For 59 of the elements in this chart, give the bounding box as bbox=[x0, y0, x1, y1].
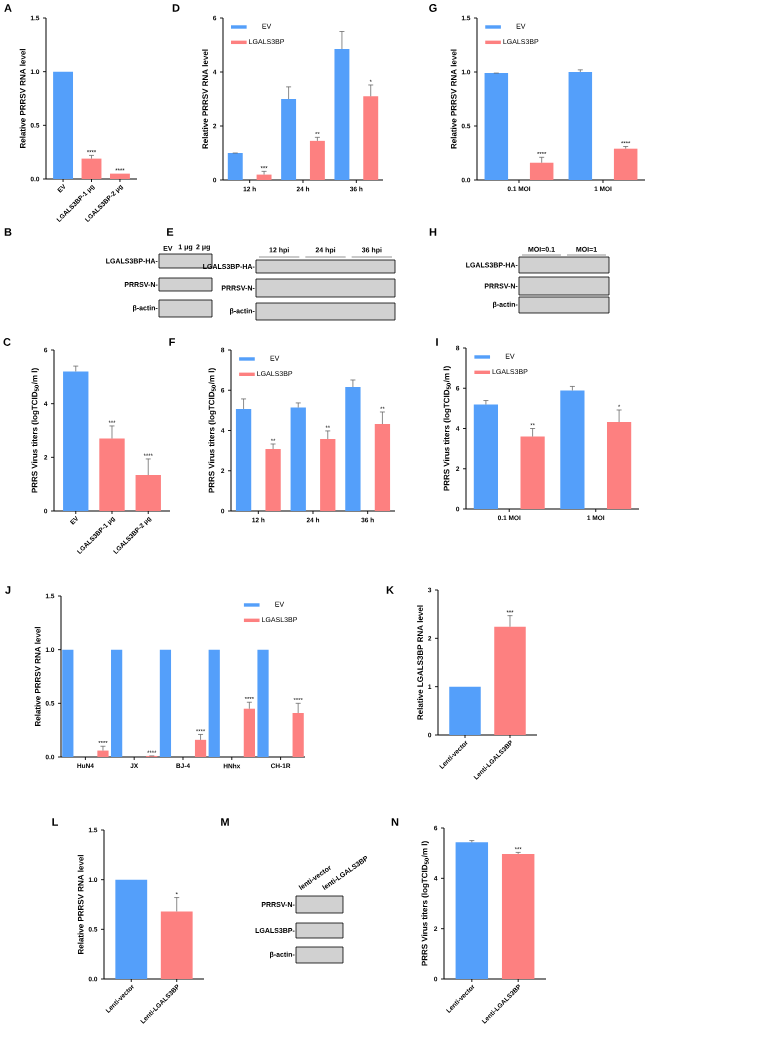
bar bbox=[606, 422, 632, 510]
bar bbox=[363, 96, 379, 180]
bar bbox=[374, 424, 391, 512]
bar bbox=[99, 438, 125, 512]
bar bbox=[135, 475, 161, 512]
bar bbox=[292, 713, 304, 757]
bar bbox=[520, 436, 545, 510]
bar bbox=[159, 649, 172, 757]
bar bbox=[320, 438, 336, 512]
text: H bbox=[429, 228, 437, 236]
bar bbox=[345, 387, 361, 512]
bar bbox=[208, 649, 220, 757]
bar bbox=[529, 162, 554, 180]
text: E bbox=[167, 228, 174, 236]
bar bbox=[334, 49, 350, 180]
chart-title: C bbox=[3, 338, 11, 346]
bar bbox=[63, 371, 89, 512]
bar bbox=[109, 173, 130, 179]
y-axis-title: Relative PRRSV RNA level bbox=[450, 49, 457, 149]
y-axis-title: Relative PRRSV RNA level bbox=[77, 855, 84, 954]
bar bbox=[257, 649, 269, 757]
y-axis-title: PRRS Virus titers (logTCID$_{50}$/m l) bbox=[31, 368, 39, 493]
bar bbox=[309, 140, 325, 180]
bar bbox=[473, 404, 499, 510]
y-axis-title: Relative PRRSV RNA level bbox=[34, 627, 41, 726]
y-axis-title: PRRS Virus titers (logTCID$_{50}$/m l) bbox=[421, 841, 429, 966]
y-axis-title: Relative LGALS3BP RNA level bbox=[417, 605, 423, 720]
bar bbox=[613, 148, 638, 180]
chart-title: I bbox=[436, 338, 438, 346]
bar bbox=[62, 649, 74, 757]
text: M bbox=[221, 818, 229, 826]
bar bbox=[194, 739, 207, 757]
bar bbox=[243, 708, 255, 757]
chart-title: G bbox=[429, 4, 437, 12]
bar bbox=[53, 71, 74, 179]
bar bbox=[81, 158, 102, 179]
bar bbox=[568, 72, 593, 180]
bar bbox=[265, 449, 281, 512]
chart-title: J bbox=[5, 586, 11, 594]
y-axis-title: Relative PRRSV RNA level bbox=[202, 49, 208, 149]
bar bbox=[290, 407, 306, 512]
chart-title: K bbox=[386, 586, 394, 594]
bar bbox=[484, 73, 509, 180]
bar bbox=[235, 408, 252, 512]
chart-title: L bbox=[52, 818, 59, 826]
y-axis-title: Relative PRRSV RNA level bbox=[19, 49, 26, 148]
y-axis-title: PRRS Virus titers (logTCID$_{50}$/m l) bbox=[443, 366, 451, 491]
bar bbox=[97, 750, 109, 757]
chart-title: N bbox=[391, 818, 399, 826]
bar bbox=[256, 174, 272, 180]
text: B bbox=[4, 228, 12, 236]
chart-title: D bbox=[172, 4, 180, 12]
chart-title: F bbox=[169, 338, 175, 346]
chart-title: A bbox=[4, 4, 12, 12]
bar bbox=[227, 153, 243, 180]
y-axis-title: PRRS Virus titers (logTCID$_{50}$/m l) bbox=[208, 368, 216, 493]
bar bbox=[281, 99, 297, 180]
bar bbox=[111, 649, 123, 757]
bar bbox=[560, 390, 585, 510]
